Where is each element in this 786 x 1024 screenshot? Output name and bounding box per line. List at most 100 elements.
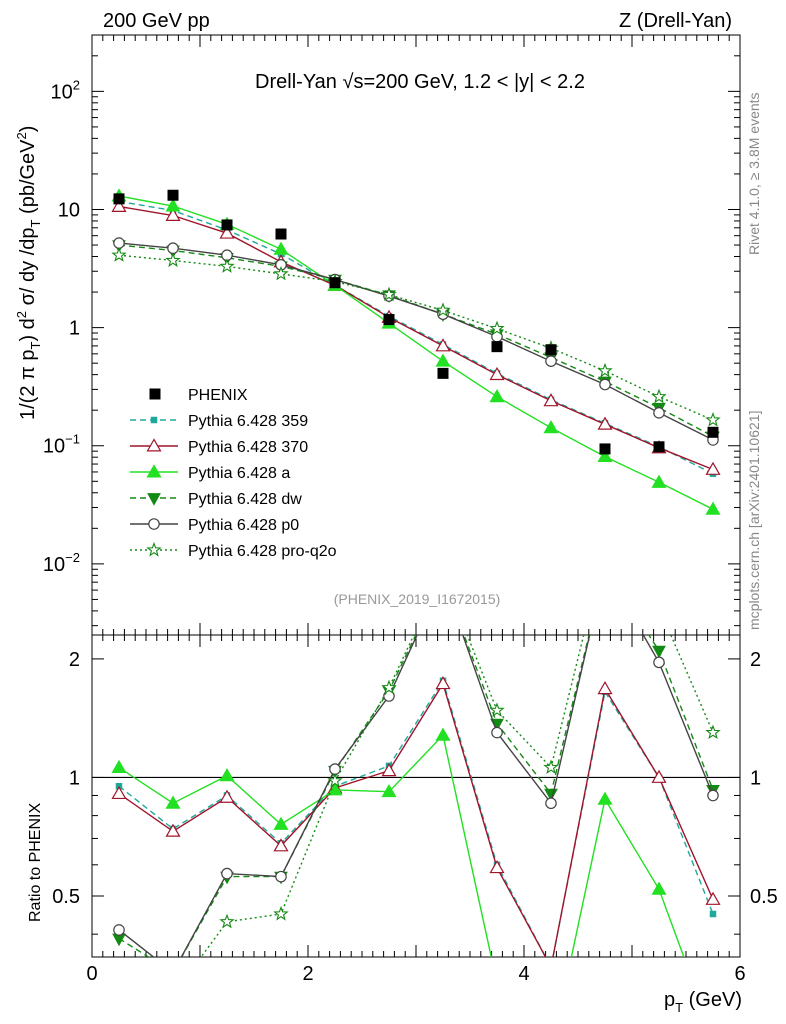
ratio-plot-frame [91,634,741,958]
ratio-point-pythia-6-428-pro-q2o [489,702,505,717]
legend-label-pythia-6-428-pro-q2o: Pythia 6.428 pro-q2o [188,543,337,560]
point-pythia-6-428-a [705,501,721,515]
ratio-line-pythia-6-428-359 [118,679,714,957]
ratio-point-pythia-6-428-370 [219,789,235,803]
point-pythia-6-428-a [651,474,667,488]
point-pythia-6-428-p0 [113,237,125,249]
point-pythia-6-428-a [273,241,289,255]
ratio-point-pythia-6-428-p0 [600,563,610,573]
ratio-line-pythia-6-428-a [118,733,685,957]
point-pythia-6-428-370 [705,461,721,475]
ratio-line-pythia-6-428-pro-q2o [200,635,714,957]
point-pythia-6-428-a [597,448,613,463]
point-pythia-6-428-a [543,420,559,434]
ratio-axis-ticks: 0 2 4 6 0.5 0.5 1 1 2 2 [52,635,778,985]
mcplots-label: mcplots.cern.ch [arXiv:2401.10621] [746,411,762,630]
main-axis-ticks: 10−2 10−1 1 10 102 [43,34,741,635]
ratio-point-pythia-6-428-a [273,816,289,830]
ratio-point-pythia-6-428-a [597,791,613,805]
analysis-watermark: (PHENIX_2019_I1672015) [334,591,501,607]
ratio-point-pythia-6-428-p0 [707,789,719,802]
legend-marker-pythia-6-428-359 [150,416,158,424]
ratio-point-pythia-6-428-370 [597,681,613,695]
main-y-axis-label: 1/(2 π pT) d2 σ/ dy /dpT (pb/GeV2) [14,126,43,420]
rivet-version-label: Rivet 4.1.0, ≥ 3.8M events [746,92,762,255]
series-line-pythia-6-428-dw [118,244,714,438]
point-pythia-6-428-pro-q2o [489,320,505,336]
ratio-tick-label-right: 0.5 [750,886,778,908]
point-pythia-6-428-370 [165,207,181,221]
ratio-tick-label-left: 1 [69,767,80,789]
ratio-point-pythia-6-428-dw [112,933,126,947]
point-pythia-6-428-370 [219,225,235,239]
ratio-point-pythia-6-428-a [165,795,181,809]
ratio-point-pythia-6-428-370 [165,823,181,837]
ratio-tick-label-left: 0.5 [52,886,80,908]
point-pythia-6-428-pro-q2o [705,412,721,427]
ratio-line-pythia-6-428-p0 [118,635,714,957]
y-tick-label: 10 [58,199,80,221]
ratio-tick-label-left: 2 [69,649,80,671]
point-pythia-6-428-370 [543,393,559,407]
data-point-phenix [491,341,503,353]
ratio-point-pythia-6-428-pro-q2o [327,772,343,788]
ratio-point-pythia-6-428-359 [548,964,554,970]
point-pythia-6-428-pro-q2o [435,302,451,317]
ratio-point-pythia-6-428-370 [111,785,127,800]
point-pythia-6-428-pro-q2o [651,388,667,404]
series-line-pythia-6-428-pro-q2o [118,254,714,421]
legend: PHENIX Pythia 6.428 359 Pythia 6.428 370 Py… [130,387,337,560]
legend-marker-phenix [149,388,161,400]
legend-label-pythia-6-428-p0: Pythia 6.428 p0 [188,517,299,534]
x-tick-label: 2 [302,963,313,985]
ratio-point-pythia-6-428-a [435,727,451,741]
ratio-line-pythia-6-428-dw [118,635,714,957]
legend-label-pythia-6-428-dw: Pythia 6.428 dw [188,491,302,508]
ratio-point-pythia-6-428-pro-q2o [653,601,665,613]
ratio-point-pythia-6-428-a [219,768,235,782]
ratio-point-pythia-6-428-p0 [438,573,448,583]
ratio-point-pythia-6-428-dw [167,968,179,979]
ratio-point-pythia-6-428-370 [381,763,397,777]
legend-label-pythia-6-428-359: Pythia 6.428 359 [188,413,308,430]
ratio-point-pythia-6-428-p0 [221,867,233,880]
ratio-point-pythia-6-428-pro-q2o [219,913,235,929]
ratio-point-pythia-6-428-370 [705,891,721,905]
main-series-layer [111,188,721,515]
point-pythia-6-428-370 [435,338,451,352]
ratio-point-pythia-6-428-a [381,784,397,798]
point-pythia-6-428-p0 [545,355,557,367]
data-point-phenix [383,314,395,326]
ratio-point-pythia-6-428-a [491,977,504,988]
series-line-pythia-6-428-359 [118,200,714,475]
data-point-phenix [707,426,719,438]
ratio-point-pythia-6-428-370 [489,859,505,874]
ratio-point-pythia-6-428-p0 [653,656,665,669]
data-point-phenix [437,367,449,379]
data-point-phenix [167,189,179,201]
ratio-line-pythia-6-428-370 [118,682,714,957]
data-point-phenix [275,228,287,240]
ratio-point-pythia-6-428-p0 [545,797,557,810]
x-tick-label: 6 [734,963,745,985]
y-tick-label: 10−2 [43,550,80,576]
ratio-tick-label-right: 2 [750,649,761,671]
ratio-point-pythia-6-428-pro-q2o [167,989,179,1001]
ratio-point-pythia-6-428-p0 [168,967,178,977]
legend-label-pythia-6-428-a: Pythia 6.428 a [188,465,290,482]
chart-title: Drell-Yan √s=200 GeV, 1.2 < |y| < 2.2 [255,71,585,93]
ratio-point-pythia-6-428-pro-q2o [437,567,449,579]
header-left-label: 200 GeV pp [103,10,210,32]
point-pythia-6-428-pro-q2o [273,265,289,281]
point-pythia-6-428-p0 [653,407,665,419]
point-pythia-6-428-p0 [167,242,179,255]
point-pythia-6-428-pro-q2o [165,252,181,268]
data-point-phenix [113,193,125,205]
point-pythia-6-428-a [489,389,505,403]
ratio-point-pythia-6-428-p0 [491,726,503,739]
point-pythia-6-428-a [165,198,181,212]
ratio-point-pythia-6-428-p0 [113,924,125,936]
ratio-point-pythia-6-428-370 [273,838,289,852]
legend-marker-pythia-6-428-a [146,464,162,478]
